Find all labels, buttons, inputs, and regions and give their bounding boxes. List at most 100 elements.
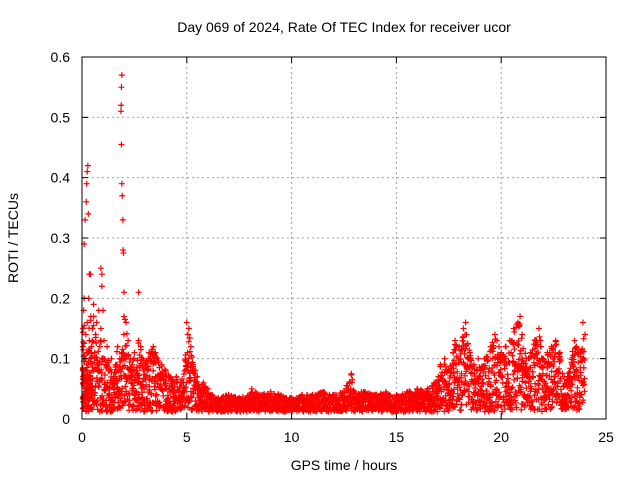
data-point xyxy=(517,313,524,320)
data-point xyxy=(180,371,187,378)
data-point xyxy=(138,356,145,363)
data-point xyxy=(490,390,497,397)
data-point xyxy=(129,361,136,368)
data-point xyxy=(106,367,113,374)
data-point xyxy=(580,335,587,342)
data-point xyxy=(186,348,193,355)
data-point xyxy=(153,391,160,398)
data-point xyxy=(485,408,492,415)
data-point xyxy=(125,337,132,344)
data-point xyxy=(130,385,137,392)
data-point xyxy=(482,372,489,379)
data-point xyxy=(462,345,469,352)
data-point xyxy=(118,180,125,187)
data-point xyxy=(582,331,589,338)
data-point xyxy=(578,391,585,398)
data-point xyxy=(470,398,477,405)
data-point xyxy=(118,141,125,148)
data-point xyxy=(514,375,521,382)
data-point xyxy=(510,325,517,332)
data-point xyxy=(511,328,518,335)
data-point xyxy=(167,373,174,380)
data-point xyxy=(196,385,203,392)
data-point xyxy=(567,365,574,372)
data-point xyxy=(565,392,572,399)
data-point xyxy=(487,394,494,401)
data-point xyxy=(84,319,91,326)
data-point xyxy=(114,343,121,350)
data-point xyxy=(514,368,521,375)
data-point xyxy=(510,339,517,346)
data-point xyxy=(236,394,243,401)
data-point xyxy=(160,392,167,399)
data-point xyxy=(491,408,498,415)
data-point xyxy=(494,337,501,344)
data-point xyxy=(187,343,194,350)
data-point xyxy=(137,406,144,413)
data-point xyxy=(501,365,508,372)
data-point xyxy=(431,379,438,386)
data-point xyxy=(459,347,466,354)
data-point xyxy=(466,393,473,400)
data-point xyxy=(118,385,125,392)
data-point xyxy=(528,385,535,392)
y-tick-label: 0 xyxy=(62,411,70,427)
data-point xyxy=(499,374,506,381)
data-point xyxy=(118,349,125,356)
data-point xyxy=(575,359,582,366)
data-point xyxy=(182,384,189,391)
data-point xyxy=(105,359,112,366)
data-point xyxy=(535,380,542,387)
data-point xyxy=(80,379,87,386)
data-point xyxy=(580,364,587,371)
data-point xyxy=(581,356,588,363)
data-point xyxy=(551,379,558,386)
data-point xyxy=(497,366,504,373)
data-point xyxy=(137,343,144,350)
data-point xyxy=(146,349,153,356)
data-point xyxy=(204,385,211,392)
data-point xyxy=(89,375,96,382)
data-point xyxy=(518,406,525,413)
data-point xyxy=(125,352,132,359)
data-point xyxy=(450,393,457,400)
data-point xyxy=(133,367,140,374)
data-point xyxy=(184,404,191,411)
data-point xyxy=(359,408,366,415)
data-point xyxy=(549,398,556,405)
data-point xyxy=(155,359,162,366)
y-tick-label: 0.6 xyxy=(51,49,71,65)
data-point xyxy=(150,343,157,350)
data-point xyxy=(513,392,520,399)
x-tick-label: 25 xyxy=(598,429,614,445)
y-tick-label: 0.4 xyxy=(51,170,71,186)
data-point xyxy=(90,386,97,393)
data-point xyxy=(542,388,549,395)
data-point xyxy=(502,343,509,350)
data-point xyxy=(456,343,463,350)
data-point xyxy=(94,397,101,404)
data-point xyxy=(571,376,578,383)
data-point xyxy=(485,375,492,382)
data-point xyxy=(580,397,587,404)
data-point xyxy=(453,342,460,349)
data-point xyxy=(87,313,94,320)
data-point xyxy=(510,358,517,365)
data-point xyxy=(579,382,586,389)
data-point xyxy=(505,379,512,386)
data-point xyxy=(178,405,185,412)
data-point xyxy=(564,384,571,391)
data-point xyxy=(179,375,186,382)
data-point xyxy=(554,396,561,403)
data-point xyxy=(535,349,542,356)
data-point xyxy=(557,375,564,382)
data-point xyxy=(134,396,141,403)
data-point xyxy=(556,349,563,356)
data-point xyxy=(480,379,487,386)
data-point xyxy=(563,379,570,386)
data-point xyxy=(349,376,356,383)
data-point xyxy=(181,367,188,374)
data-point xyxy=(464,341,471,348)
data-point xyxy=(567,399,574,406)
data-point xyxy=(458,370,465,377)
